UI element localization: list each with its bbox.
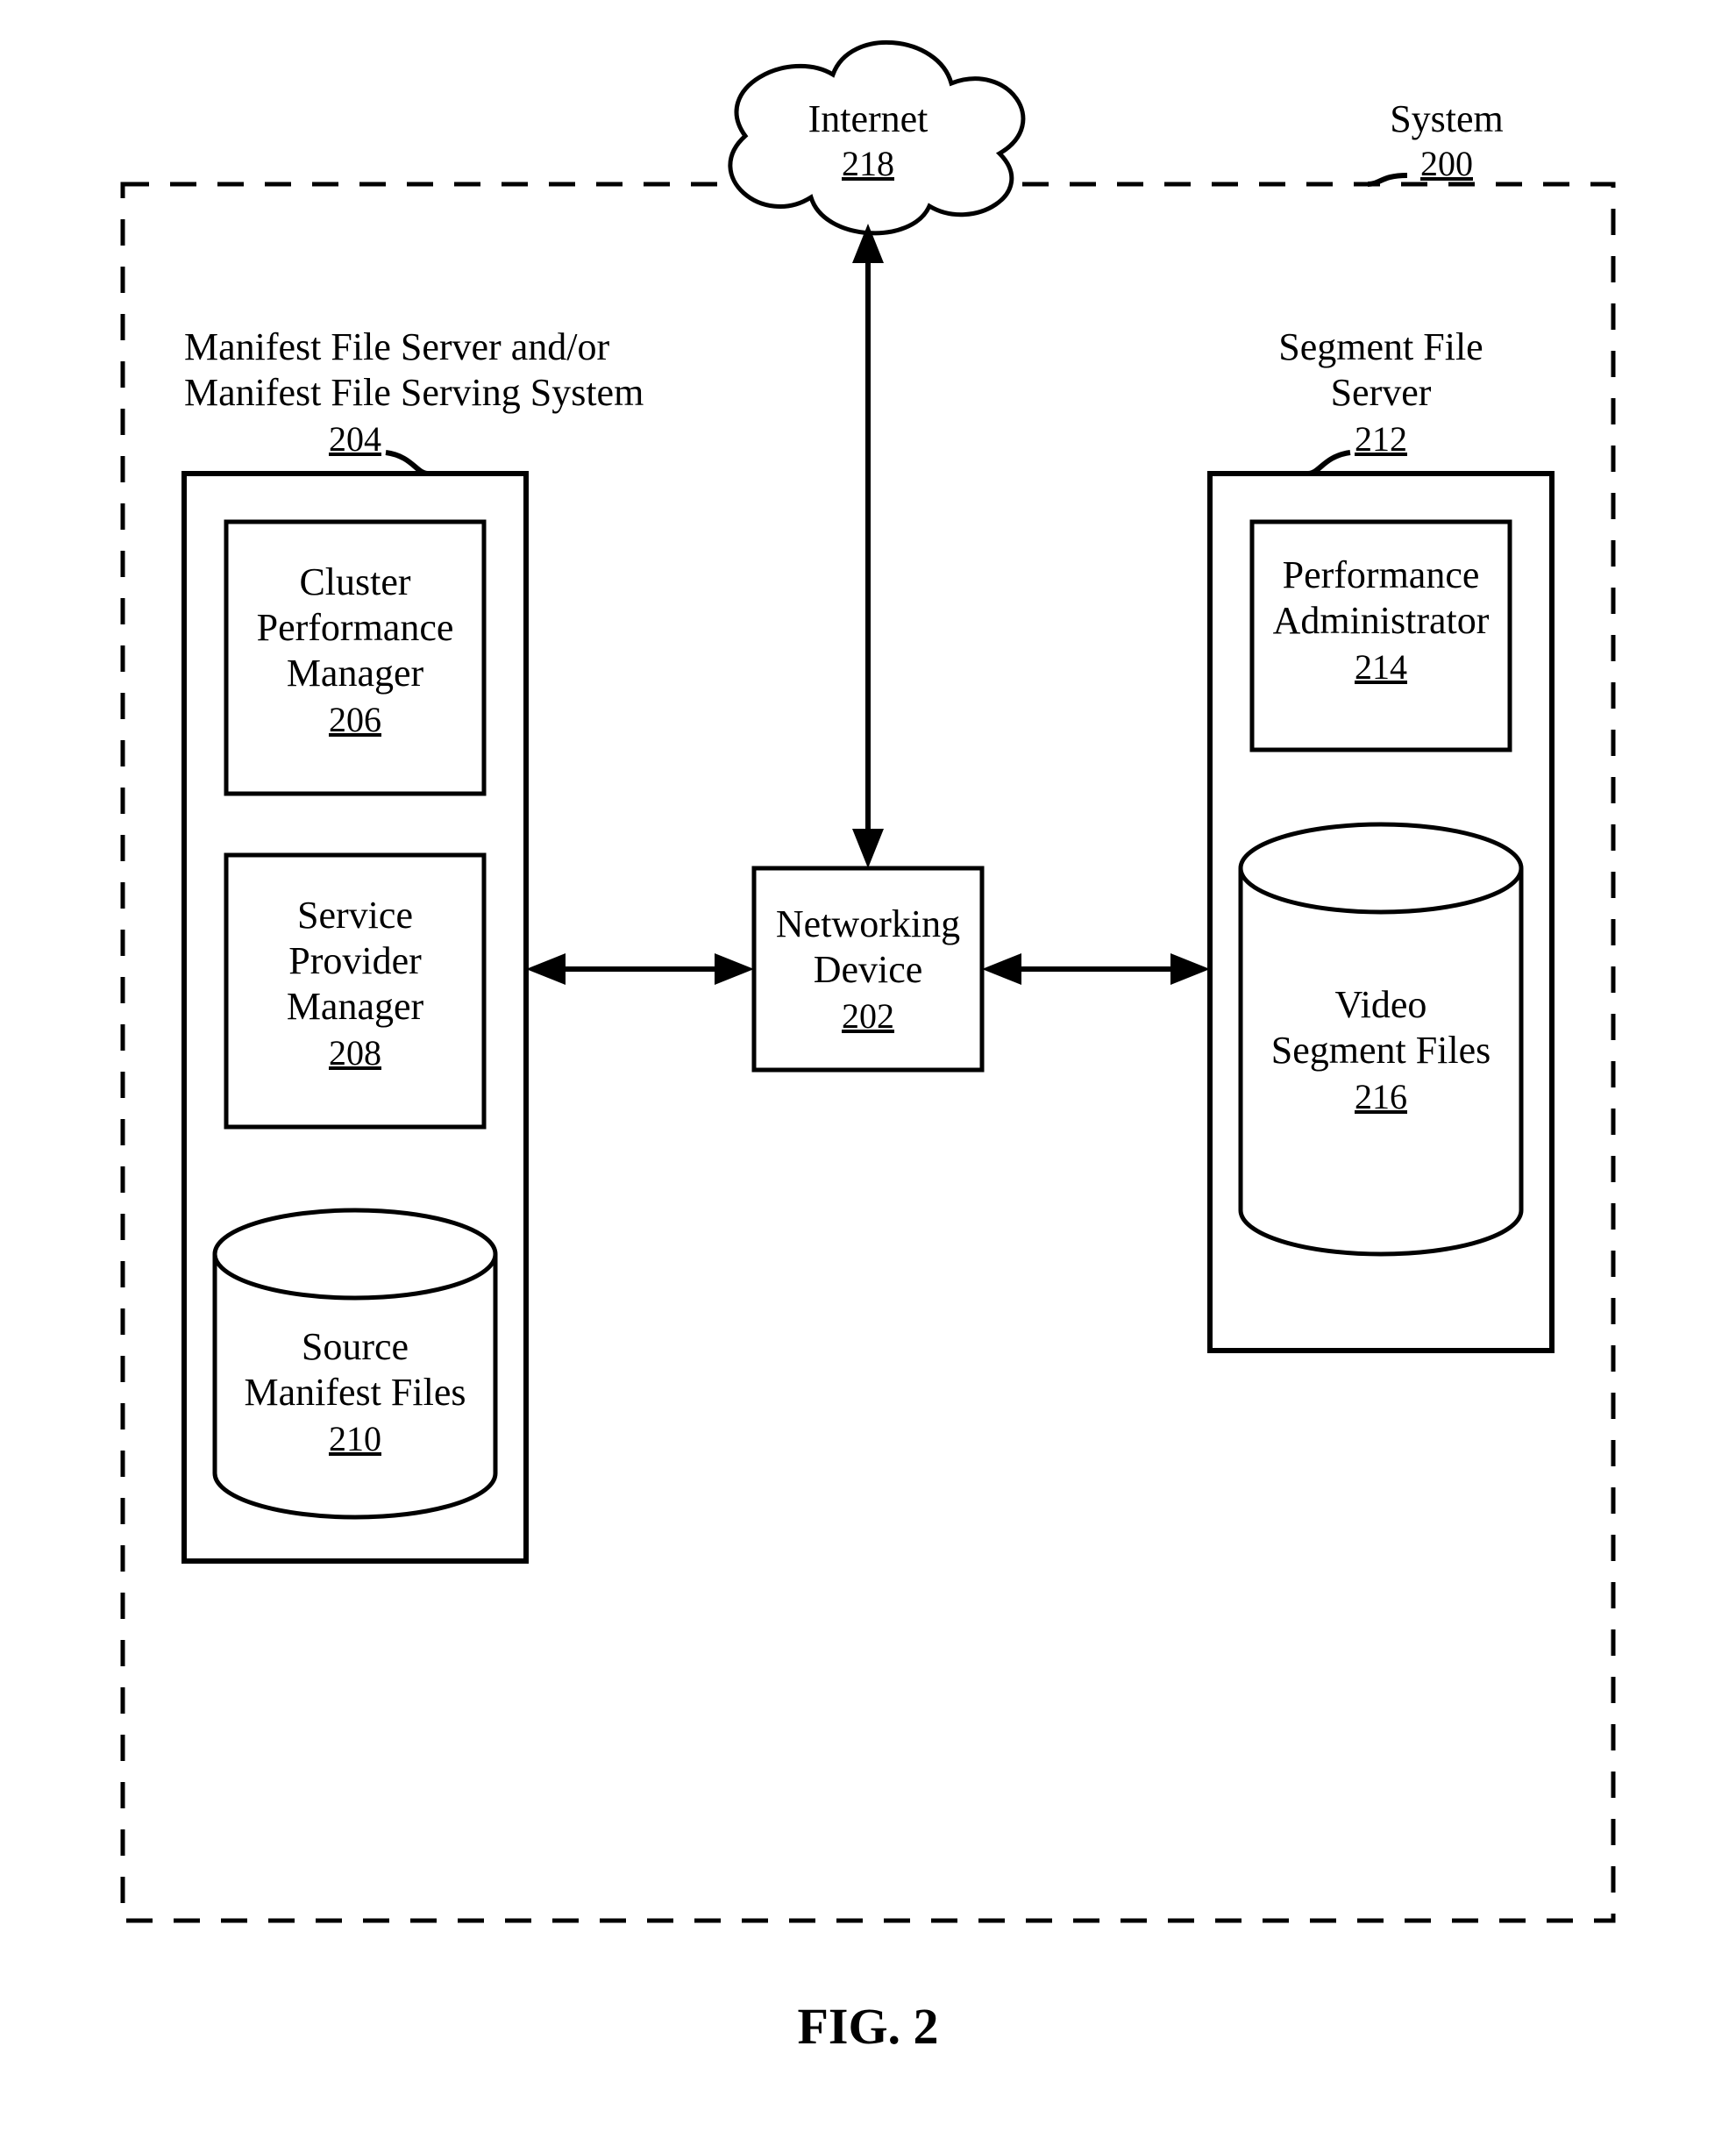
segment-server: Segment File Server 212 Performance Admi… [1210, 325, 1552, 1351]
manifest-ref: 204 [329, 419, 381, 459]
spm-2: Provider [288, 939, 422, 982]
sdb-1: Video [1335, 983, 1427, 1026]
figure-caption: FIG. 2 [797, 1998, 938, 2055]
cpm-3: Manager [287, 652, 424, 695]
diagram-canvas: System 200 Internet 218 Networking Devic… [0, 0, 1736, 2149]
pa-ref: 214 [1355, 647, 1407, 687]
manifest-title-1: Manifest File Server and/or [184, 325, 609, 368]
system-label: System [1390, 97, 1504, 140]
spm-1: Service [297, 894, 413, 937]
networking-ref: 202 [842, 996, 894, 1036]
manifest-db-cylinder: Source Manifest Files 210 [215, 1210, 495, 1517]
networking-line2: Device [814, 948, 923, 991]
pa-1: Performance [1283, 553, 1480, 596]
spm-ref: 208 [329, 1033, 381, 1073]
segment-title-1: Segment File [1278, 325, 1483, 368]
segment-title-2: Server [1331, 371, 1432, 414]
networking-line1: Networking [776, 902, 960, 945]
mdb-ref: 210 [329, 1419, 381, 1458]
pa-2: Administrator [1273, 599, 1490, 642]
networking-device: Networking Device 202 [754, 868, 982, 1070]
mdb-1: Source [302, 1325, 409, 1368]
system-ref: 200 [1420, 144, 1473, 183]
internet-ref: 218 [842, 144, 894, 183]
cpm-2: Performance [257, 606, 454, 649]
segment-db-cylinder: Video Segment Files 216 [1241, 824, 1521, 1254]
spm-3: Manager [287, 985, 424, 1028]
sdb-2: Segment Files [1271, 1029, 1491, 1072]
manifest-title-2: Manifest File Serving System [184, 371, 644, 414]
internet-cloud: Internet 218 [730, 42, 1023, 232]
sdb-ref: 216 [1355, 1077, 1407, 1116]
cpm-ref: 206 [329, 700, 381, 739]
internet-label: Internet [808, 97, 928, 140]
segment-ref: 212 [1355, 419, 1407, 459]
cpm-1: Cluster [299, 560, 410, 603]
mdb-2: Manifest Files [245, 1371, 466, 1414]
